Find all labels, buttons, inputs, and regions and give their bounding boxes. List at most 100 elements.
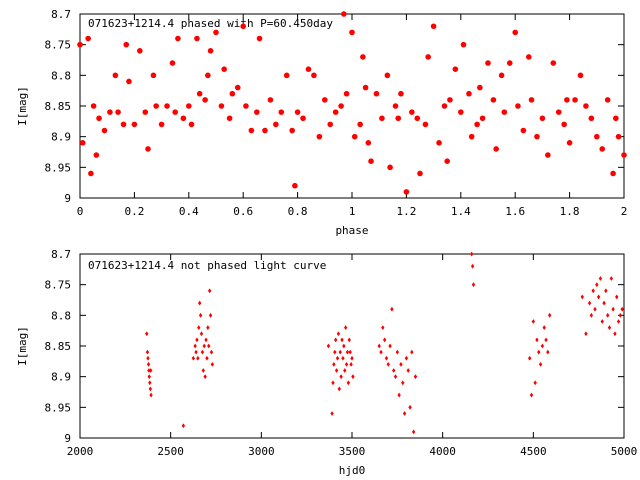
x-axis-label: phase xyxy=(335,224,368,237)
data-point xyxy=(327,121,334,128)
data-point xyxy=(294,109,301,115)
data-point xyxy=(316,133,323,140)
data-point xyxy=(349,29,355,36)
x-tick-label: 1.6 xyxy=(505,205,525,218)
x-axis-label: hjd0 xyxy=(339,464,366,477)
data-point xyxy=(115,109,121,115)
data-point xyxy=(322,97,328,103)
y-tick-label: 8.9 xyxy=(51,371,71,384)
y-axis-label: I[mag] xyxy=(16,326,29,366)
data-point xyxy=(379,115,385,122)
data-point xyxy=(535,337,539,343)
data-point xyxy=(404,355,409,361)
data-point xyxy=(526,54,532,60)
data-point xyxy=(452,66,459,72)
x-tick-label: 2500 xyxy=(157,445,184,458)
data-point xyxy=(338,349,342,355)
data-point xyxy=(402,411,407,416)
data-point xyxy=(205,355,209,361)
data-point xyxy=(120,121,127,128)
data-point xyxy=(226,115,233,122)
data-point xyxy=(210,362,215,367)
y-tick-label: 8.95 xyxy=(45,161,72,174)
data-point xyxy=(305,66,312,72)
data-point xyxy=(77,41,83,48)
data-point xyxy=(596,294,601,300)
data-point xyxy=(164,103,170,109)
data-point xyxy=(613,115,619,122)
data-point xyxy=(368,158,374,164)
data-point xyxy=(335,355,340,361)
data-point xyxy=(555,109,562,115)
data-point xyxy=(248,127,255,134)
data-point xyxy=(591,288,595,294)
data-point xyxy=(538,362,543,367)
data-point xyxy=(148,380,152,386)
data-point xyxy=(384,72,391,79)
data-point xyxy=(330,411,334,416)
data-point xyxy=(331,380,335,386)
y-tick-label: 8.75 xyxy=(45,39,72,52)
data-point xyxy=(529,392,534,398)
data-point xyxy=(96,115,102,122)
x-tick-label: 0 xyxy=(77,205,84,218)
data-point xyxy=(411,429,416,435)
data-point xyxy=(90,103,97,109)
y-tick-label: 8.8 xyxy=(51,309,71,322)
chart-title: 071623+1214.4 not phased light curve xyxy=(88,259,326,272)
data-point xyxy=(566,140,573,146)
data-point xyxy=(112,72,119,79)
data-point xyxy=(602,300,606,306)
data-point xyxy=(253,109,260,115)
data-point xyxy=(515,103,521,109)
data-point xyxy=(333,349,337,355)
x-tick-label: 0.8 xyxy=(288,205,308,218)
data-point xyxy=(470,263,475,269)
data-point xyxy=(107,109,113,115)
y-tick-label: 8.9 xyxy=(51,131,71,144)
data-point xyxy=(540,343,545,349)
data-point xyxy=(544,337,548,343)
chart-title: 071623+1214.4 phased with P=60.450day xyxy=(88,17,333,30)
data-point xyxy=(243,103,249,109)
data-point xyxy=(409,109,415,115)
data-point xyxy=(131,121,138,128)
data-point xyxy=(539,115,546,122)
data-point xyxy=(336,331,341,337)
data-point xyxy=(468,133,475,140)
data-point xyxy=(337,386,341,392)
data-point xyxy=(392,103,399,109)
data-point xyxy=(381,325,385,330)
data-point xyxy=(186,103,192,109)
data-point xyxy=(401,380,405,386)
data-point xyxy=(351,374,355,380)
data-point xyxy=(172,109,178,115)
data-point xyxy=(436,140,442,146)
data-point xyxy=(430,23,437,30)
data-point xyxy=(201,368,205,373)
x-tick-label: 3500 xyxy=(339,445,366,458)
data-point xyxy=(153,103,159,109)
data-point xyxy=(395,115,402,122)
data-point xyxy=(410,349,414,355)
data-point xyxy=(203,374,207,380)
data-point xyxy=(256,35,263,42)
data-point xyxy=(196,90,203,97)
data-point xyxy=(537,349,541,355)
data-point xyxy=(351,133,358,140)
data-point xyxy=(618,312,623,318)
data-point xyxy=(382,337,387,343)
data-point xyxy=(533,380,537,386)
data-point xyxy=(213,29,219,36)
data-point xyxy=(145,331,149,337)
data-point xyxy=(332,362,336,367)
data-point xyxy=(343,368,347,373)
data-point xyxy=(149,368,153,373)
data-point xyxy=(126,78,132,85)
data-point xyxy=(202,343,206,349)
data-point xyxy=(196,355,200,361)
x-tick-label: 1.2 xyxy=(396,205,416,218)
phased-light-curve-panel: 0 0.2 0.4 0.6 0.8 1 1.2 1.4 1.6 1.8 2 8.7 8.75 8.8 8.8… xyxy=(16,8,627,237)
data-point xyxy=(283,72,290,79)
